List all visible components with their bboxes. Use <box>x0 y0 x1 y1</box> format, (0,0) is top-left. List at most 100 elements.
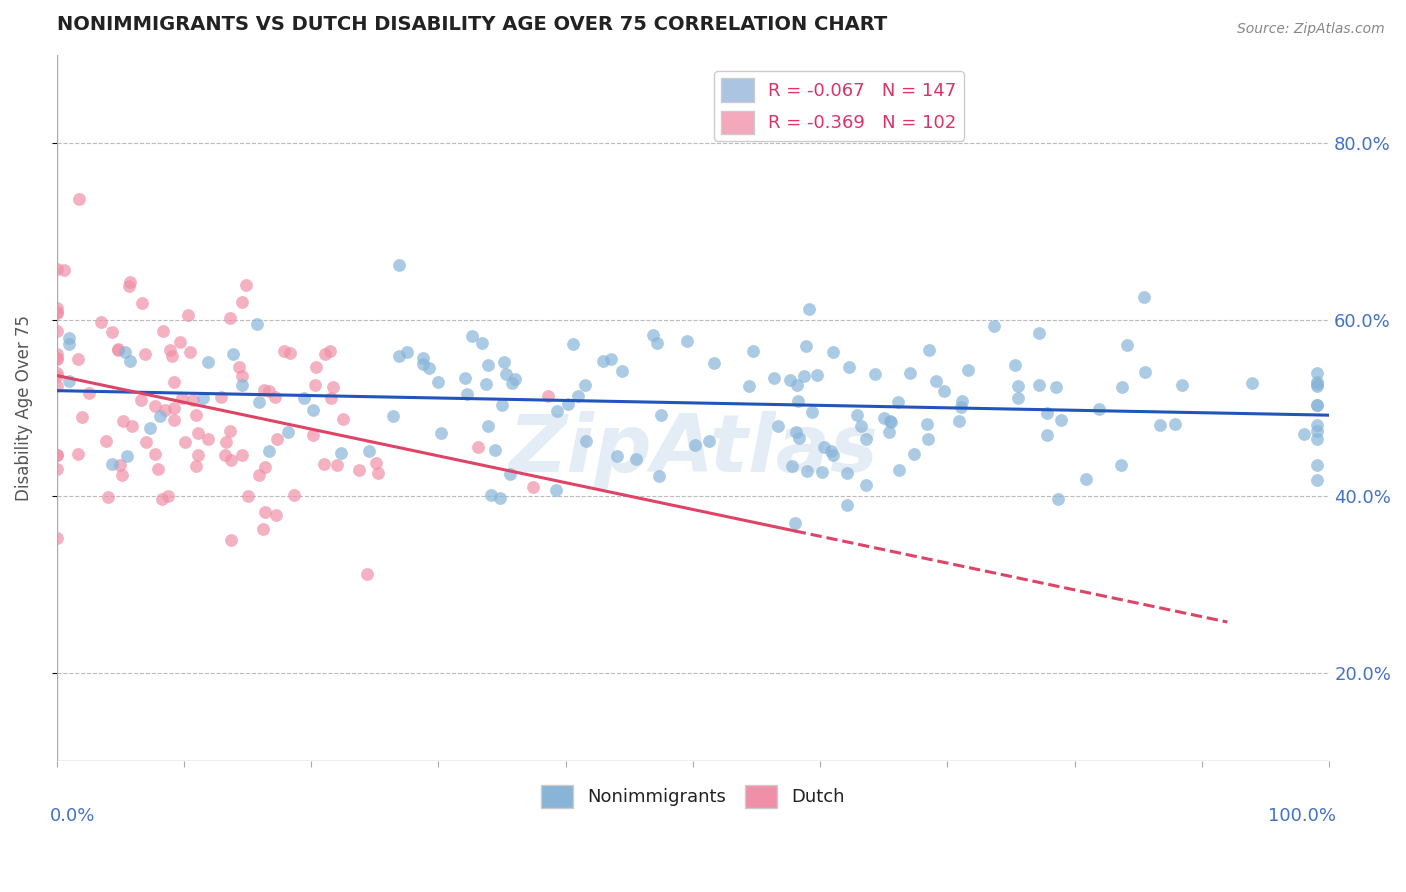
Point <box>793 369 815 384</box>
Point <box>149 409 172 423</box>
Point <box>131 295 153 310</box>
Point <box>146 462 169 476</box>
Point <box>45 305 67 319</box>
Point <box>783 516 806 530</box>
Point <box>163 375 186 389</box>
Point <box>139 421 162 435</box>
Point <box>45 532 67 546</box>
Point <box>886 395 908 409</box>
Point <box>835 498 858 512</box>
Point <box>503 372 526 386</box>
Point <box>277 425 299 440</box>
Point <box>925 374 948 388</box>
Point <box>322 379 344 393</box>
Point <box>118 279 141 293</box>
Point <box>319 391 342 405</box>
Point <box>1116 338 1139 352</box>
Point <box>1133 365 1156 379</box>
Point <box>184 458 207 473</box>
Point <box>820 443 842 458</box>
Point <box>257 443 280 458</box>
Point <box>823 345 845 359</box>
Y-axis label: Disability Age Over 75: Disability Age Over 75 <box>15 315 32 501</box>
Point <box>184 409 207 423</box>
Point <box>45 448 67 462</box>
Point <box>1294 426 1316 441</box>
Point <box>800 405 823 419</box>
Text: 0.0%: 0.0% <box>51 806 96 825</box>
Point <box>1007 391 1029 405</box>
Point <box>697 434 720 448</box>
Point <box>45 324 67 338</box>
Point <box>45 351 67 365</box>
Point <box>763 371 786 385</box>
Point <box>544 483 567 498</box>
Point <box>222 347 245 361</box>
Point <box>1305 424 1327 438</box>
Point <box>231 369 253 384</box>
Point <box>266 432 288 446</box>
Point <box>259 384 281 398</box>
Point <box>58 337 80 351</box>
Point <box>236 489 259 503</box>
Point <box>456 387 478 401</box>
Point <box>412 357 434 371</box>
Point <box>1305 379 1327 393</box>
Point <box>45 261 67 276</box>
Point <box>851 419 873 434</box>
Point <box>917 343 939 357</box>
Point <box>412 351 434 365</box>
Point <box>45 306 67 320</box>
Point <box>45 461 67 475</box>
Point <box>837 466 859 480</box>
Point <box>135 435 157 450</box>
Point <box>1036 427 1059 442</box>
Point <box>66 447 89 461</box>
Point <box>209 390 232 404</box>
Point <box>283 488 305 502</box>
Point <box>492 354 515 368</box>
Point <box>1241 376 1264 390</box>
Point <box>1004 358 1026 372</box>
Point <box>193 391 215 405</box>
Point <box>329 446 352 460</box>
Point <box>838 359 860 374</box>
Point <box>501 376 523 390</box>
Point <box>522 480 544 494</box>
Point <box>779 373 801 387</box>
Point <box>1028 378 1050 392</box>
Point <box>855 432 877 446</box>
Point <box>292 391 315 405</box>
Point <box>1109 458 1132 472</box>
Text: Source: ZipAtlas.com: Source: ZipAtlas.com <box>1237 22 1385 37</box>
Point <box>426 375 449 389</box>
Point <box>785 425 807 439</box>
Point <box>264 508 287 522</box>
Point <box>1305 418 1327 433</box>
Point <box>461 328 484 343</box>
Point <box>100 326 122 340</box>
Point <box>1305 458 1327 473</box>
Point <box>675 334 697 349</box>
Point <box>880 415 903 429</box>
Point <box>45 301 67 316</box>
Point <box>917 432 939 446</box>
Point <box>169 334 191 349</box>
Point <box>484 442 506 457</box>
Point <box>592 354 614 368</box>
Point <box>367 467 389 481</box>
Point <box>121 419 143 434</box>
Point <box>381 409 404 423</box>
Point <box>898 367 921 381</box>
Point <box>58 375 80 389</box>
Point <box>430 425 453 440</box>
Point <box>111 413 134 427</box>
Point <box>1111 380 1133 394</box>
Point <box>332 412 354 426</box>
Text: NONIMMIGRANTS VS DUTCH DISABILITY AGE OVER 75 CORRELATION CHART: NONIMMIGRANTS VS DUTCH DISABILITY AGE OV… <box>56 15 887 34</box>
Point <box>471 336 494 351</box>
Point <box>304 378 326 392</box>
Point <box>956 362 979 376</box>
Point <box>418 360 440 375</box>
Point <box>143 447 166 461</box>
